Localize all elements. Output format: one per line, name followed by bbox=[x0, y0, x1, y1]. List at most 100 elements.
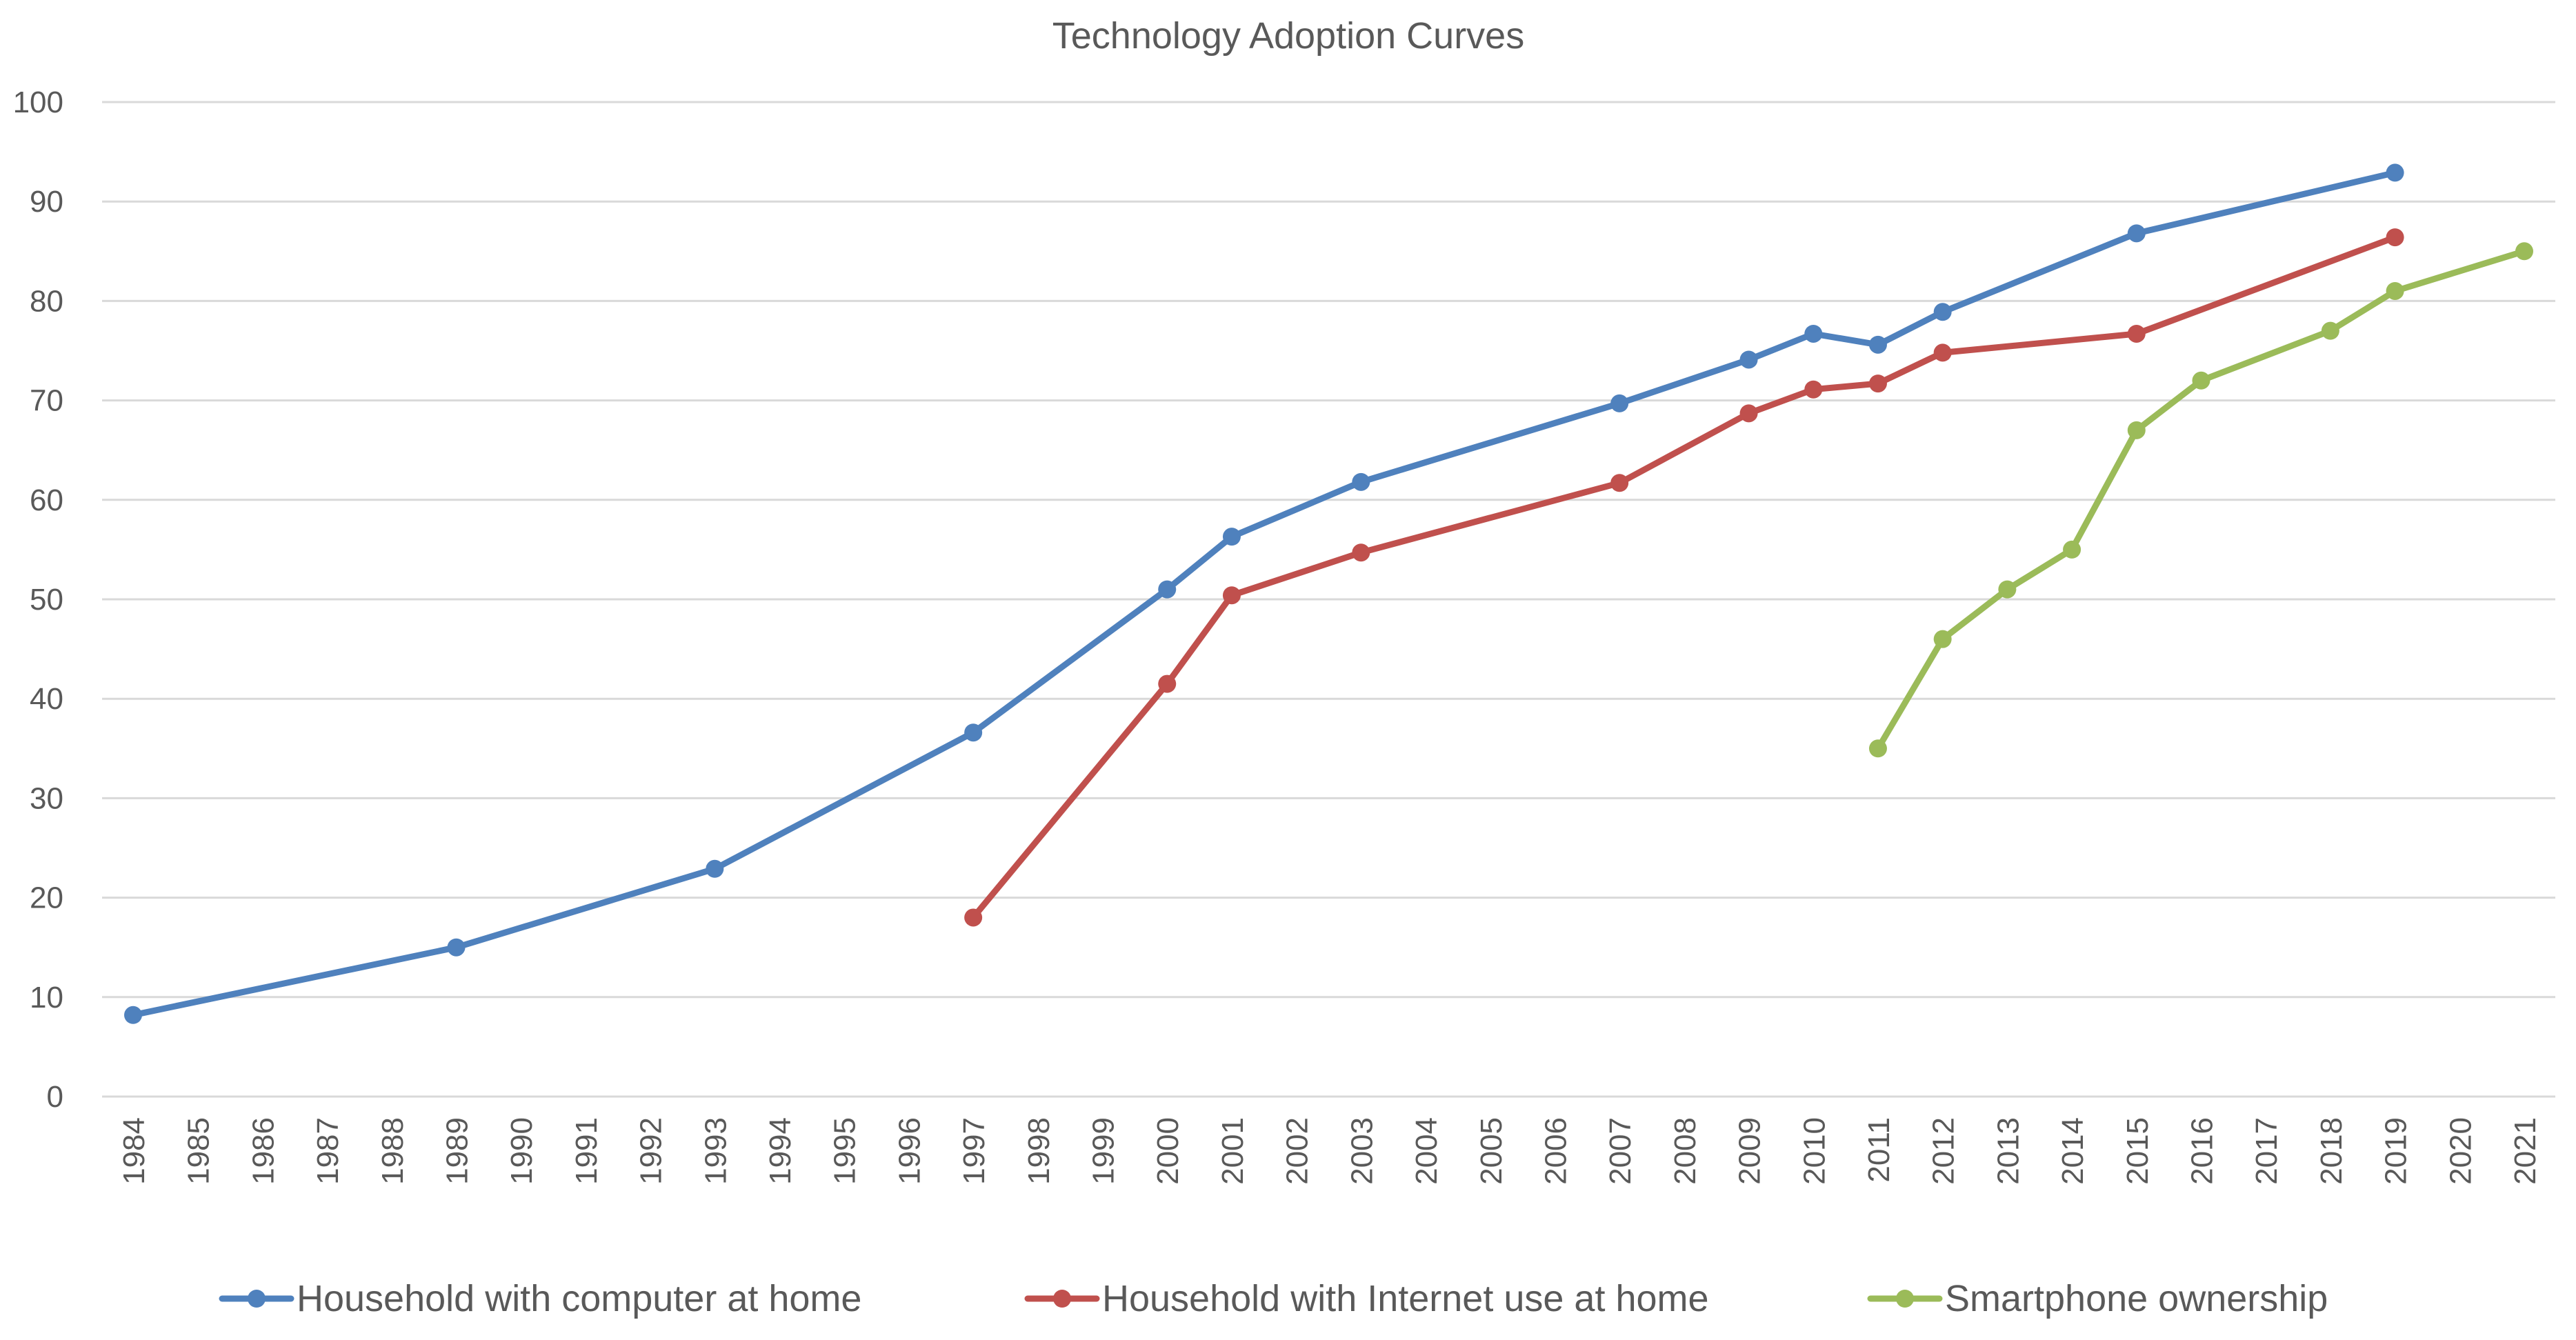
x-tick-label: 1991 bbox=[570, 1117, 603, 1185]
data-point bbox=[1933, 303, 1952, 321]
data-point bbox=[1158, 674, 1177, 693]
x-tick-label: 1987 bbox=[311, 1117, 345, 1185]
x-tick-label: 2000 bbox=[1151, 1117, 1185, 1185]
data-point bbox=[1998, 580, 2017, 599]
legend-swatch-marker bbox=[1053, 1290, 1071, 1308]
x-tick-label: 2012 bbox=[1927, 1117, 1961, 1185]
y-tick-label: 70 bbox=[30, 384, 63, 418]
x-tick-label: 2011 bbox=[1862, 1117, 1896, 1183]
x-tick-label: 2018 bbox=[2315, 1117, 2348, 1185]
series-2 bbox=[964, 228, 2404, 927]
x-tick-label: 1995 bbox=[828, 1117, 862, 1185]
y-tick-label: 50 bbox=[30, 583, 63, 617]
data-point bbox=[1610, 474, 1629, 492]
data-point bbox=[124, 1006, 142, 1024]
x-tick-label: 2003 bbox=[1345, 1117, 1379, 1185]
x-tick-label: 2017 bbox=[2250, 1117, 2284, 1185]
x-tick-label: 1997 bbox=[957, 1117, 991, 1185]
x-tick-label: 2002 bbox=[1281, 1117, 1315, 1185]
data-point bbox=[1804, 324, 1823, 343]
x-tick-label: 1986 bbox=[246, 1117, 280, 1185]
x-tick-label: 2001 bbox=[1216, 1117, 1250, 1185]
data-point bbox=[1222, 528, 1241, 546]
data-point bbox=[447, 938, 466, 957]
x-tick-label: 1992 bbox=[635, 1117, 668, 1185]
y-tick-label: 40 bbox=[30, 682, 63, 716]
y-tick-label: 20 bbox=[30, 881, 63, 915]
legend-label: Household with computer at home bbox=[297, 1278, 861, 1319]
x-tick-label: 2007 bbox=[1604, 1117, 1637, 1185]
x-tick-label: 2019 bbox=[2379, 1117, 2413, 1185]
data-point bbox=[1933, 343, 1952, 362]
data-point bbox=[2192, 371, 2210, 390]
x-axis-ticks: 1984 1985 1986 1987 1988 1989 1990 1991 1992 1993… bbox=[117, 1117, 2542, 1185]
x-tick-label: 2021 bbox=[2508, 1117, 2542, 1185]
x-tick-label: 2009 bbox=[1733, 1117, 1767, 1185]
y-tick-label: 90 bbox=[30, 185, 63, 219]
data-point bbox=[964, 723, 983, 742]
chart-title: Technology Adoption Curves bbox=[1052, 15, 1524, 57]
legend-swatch-marker bbox=[248, 1290, 266, 1308]
data-point bbox=[1739, 404, 1758, 423]
y-tick-label: 100 bbox=[13, 86, 63, 119]
x-tick-label: 1994 bbox=[763, 1117, 797, 1185]
data-point bbox=[1352, 472, 1370, 491]
x-tick-label: 2005 bbox=[1475, 1117, 1508, 1185]
data-point bbox=[2386, 281, 2404, 300]
legend-item: Household with computer at home bbox=[219, 1278, 861, 1319]
legend-swatch-marker bbox=[1896, 1290, 1914, 1308]
y-tick-label: 60 bbox=[30, 483, 63, 517]
data-point bbox=[1739, 350, 1758, 369]
x-tick-label: 1984 bbox=[117, 1117, 151, 1185]
data-point bbox=[1933, 630, 1952, 648]
data-point bbox=[1804, 380, 1823, 399]
data-point bbox=[1868, 739, 1887, 758]
legend: Household with computer at home Household… bbox=[219, 1278, 2328, 1319]
y-tick-label: 10 bbox=[30, 981, 63, 1014]
x-tick-label: 1990 bbox=[505, 1117, 539, 1185]
data-point bbox=[2386, 163, 2404, 182]
series-3 bbox=[1868, 242, 2533, 758]
series-line bbox=[130, 169, 2399, 1019]
legend-item: Smartphone ownership bbox=[1867, 1278, 2328, 1319]
x-tick-label: 2008 bbox=[1668, 1117, 1702, 1185]
data-point bbox=[2127, 421, 2146, 439]
x-tick-label: 1988 bbox=[376, 1117, 410, 1185]
y-tick-label: 30 bbox=[30, 781, 63, 815]
legend-label: Household with Internet use at home bbox=[1102, 1278, 1709, 1319]
x-tick-label: 1993 bbox=[699, 1117, 732, 1185]
x-tick-label: 1999 bbox=[1087, 1117, 1121, 1185]
x-tick-label: 1989 bbox=[441, 1117, 475, 1185]
legend-label: Smartphone ownership bbox=[1945, 1278, 2328, 1319]
x-tick-label: 2016 bbox=[2185, 1117, 2219, 1185]
data-point bbox=[1868, 335, 1887, 354]
x-tick-label: 1996 bbox=[892, 1117, 926, 1185]
data-point bbox=[2386, 228, 2404, 247]
y-tick-label: 0 bbox=[47, 1080, 63, 1114]
data-point bbox=[2127, 224, 2146, 243]
x-tick-label: 2015 bbox=[2121, 1117, 2155, 1185]
x-tick-label: 2010 bbox=[1797, 1117, 1831, 1185]
x-tick-label: 2006 bbox=[1539, 1117, 1572, 1185]
data-point bbox=[2515, 242, 2533, 261]
data-point bbox=[2321, 321, 2339, 340]
data-point bbox=[706, 859, 724, 878]
x-tick-label: 2013 bbox=[1991, 1117, 2025, 1185]
data-point bbox=[2063, 540, 2081, 559]
y-axis-ticks: 0 10 20 30 40 50 60 70 80 90 100 bbox=[13, 86, 63, 1114]
x-tick-label: 2014 bbox=[2056, 1117, 2090, 1185]
series-1 bbox=[124, 163, 2404, 1024]
gridlines bbox=[102, 101, 2555, 1098]
data-point bbox=[1610, 394, 1629, 412]
x-tick-label: 1985 bbox=[182, 1117, 216, 1185]
data-point bbox=[2127, 324, 2146, 343]
y-tick-label: 80 bbox=[30, 284, 63, 318]
x-tick-label: 2020 bbox=[2444, 1117, 2477, 1185]
legend-item: Household with Internet use at home bbox=[1024, 1278, 1709, 1319]
data-point bbox=[1868, 374, 1887, 393]
data-point bbox=[964, 908, 983, 927]
data-point bbox=[1158, 580, 1177, 599]
x-tick-label: 1998 bbox=[1022, 1117, 1056, 1185]
